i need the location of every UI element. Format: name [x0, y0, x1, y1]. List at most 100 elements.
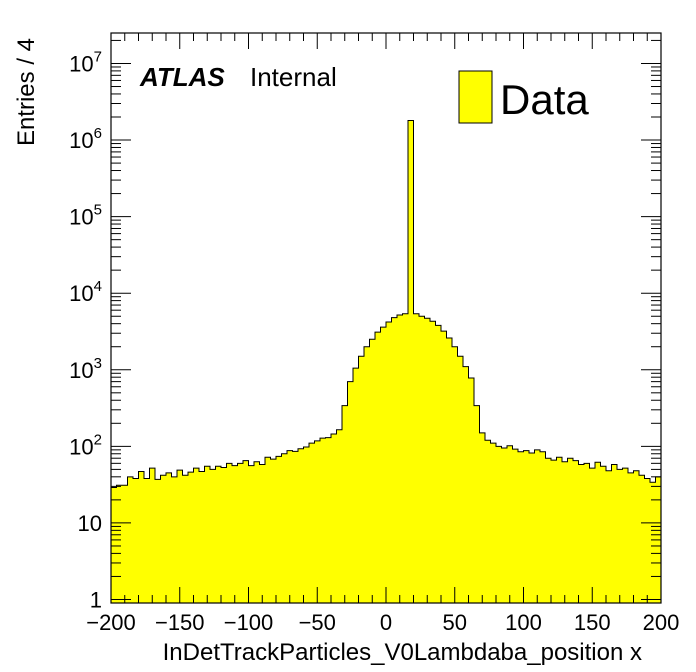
histogram-bar — [171, 476, 178, 603]
y-tick-label: 103 — [69, 355, 102, 383]
histogram-bar — [628, 472, 634, 603]
histogram-bar — [611, 464, 618, 603]
histogram-bar — [127, 476, 134, 603]
histogram-bar — [188, 472, 194, 603]
y-tick-label: 104 — [69, 278, 102, 306]
histogram-bar — [408, 120, 414, 604]
histogram-bar — [595, 462, 601, 603]
histogram-bar — [551, 460, 557, 603]
histogram-bar — [281, 453, 288, 603]
legend-label-data: Data — [500, 76, 589, 123]
histogram-bar — [155, 479, 161, 603]
histogram-bar — [622, 468, 629, 603]
histogram-bar — [606, 470, 612, 603]
histogram-bar — [380, 327, 387, 603]
histogram-bar — [166, 472, 172, 603]
histogram-bar — [446, 337, 453, 603]
histogram-bar — [237, 463, 244, 603]
histogram-bar — [441, 331, 447, 603]
histogram-bar — [529, 452, 535, 603]
histogram-bar — [424, 318, 431, 603]
y-tick-label: 105 — [69, 202, 102, 230]
x-tick-label: 200 — [643, 610, 680, 635]
histogram-bar — [567, 458, 574, 603]
y-tick-label: 106 — [69, 125, 102, 153]
y-tick-label: 10 — [78, 511, 102, 536]
x-tick-label: −200 — [86, 610, 136, 635]
histogram-bar — [232, 465, 238, 603]
histogram-bar — [584, 463, 590, 603]
histogram-bar — [617, 469, 623, 603]
histogram-bar — [292, 451, 299, 603]
histogram-bar — [419, 316, 425, 603]
histogram-bar — [287, 450, 293, 603]
x-tick-label: 150 — [574, 610, 611, 635]
histogram-bar — [540, 451, 546, 603]
histogram-bar — [358, 356, 365, 603]
histogram-bar — [479, 432, 486, 603]
histogram-bar — [193, 468, 200, 603]
histogram-bar — [633, 470, 640, 603]
histogram-bars — [110, 120, 662, 604]
x-tick-label: −100 — [224, 610, 274, 635]
histogram-bar — [138, 471, 145, 603]
y-tick-label: 102 — [69, 431, 102, 459]
histogram-bar — [133, 478, 139, 603]
histogram-bar — [523, 450, 530, 603]
histogram-bar — [369, 339, 376, 603]
x-tick-label: 100 — [505, 610, 542, 635]
histogram-bar — [243, 460, 249, 603]
atlas-label: ATLAS — [139, 62, 225, 92]
histogram-bar — [325, 437, 332, 603]
y-tick-label: 1 — [90, 587, 102, 612]
histogram-bar — [248, 465, 255, 603]
x-tick-label: 50 — [443, 610, 467, 635]
x-axis-title: InDetTrackParticles_V0Lambdaba_position … — [163, 639, 642, 666]
histogram-bar — [556, 457, 563, 603]
histogram-bar — [353, 368, 359, 603]
histogram-bar — [545, 458, 552, 603]
histogram-bar — [402, 313, 409, 603]
histogram-bar — [314, 440, 321, 603]
histogram-bar — [573, 460, 579, 603]
histogram-bar — [518, 451, 524, 603]
histogram-bar — [210, 469, 216, 603]
histogram-bar — [375, 332, 381, 603]
histogram-bar — [298, 448, 304, 603]
histogram-bar — [496, 446, 502, 603]
histogram-bar — [116, 485, 123, 603]
x-tick-labels: −200 −150 −100 −50 0 50 100 150 200 — [86, 610, 679, 635]
histogram-bar — [226, 463, 233, 603]
histogram-bar — [342, 405, 348, 603]
histogram-bar — [160, 475, 167, 603]
histogram-bar — [644, 478, 651, 603]
x-tick-label: 0 — [380, 610, 392, 635]
histogram-bar — [452, 346, 458, 603]
histogram-bar — [512, 449, 519, 603]
histogram-bar — [364, 346, 370, 603]
histogram-bar — [177, 470, 183, 603]
histogram-bar — [397, 314, 403, 603]
histogram-bar — [320, 438, 326, 603]
histogram-bar — [254, 461, 260, 603]
histogram-bar — [391, 317, 398, 603]
histogram-bar — [144, 478, 150, 603]
histogram-bar — [111, 487, 117, 603]
x-tick-label: −150 — [155, 610, 205, 635]
histogram-bar — [457, 356, 464, 603]
histogram-bar — [507, 445, 513, 603]
histogram-bar — [468, 378, 475, 603]
histogram-bar — [149, 468, 156, 603]
histogram-bar — [562, 461, 568, 603]
histogram-bar — [199, 471, 205, 603]
histogram-bar — [490, 443, 497, 603]
histogram-bar — [386, 322, 392, 603]
histogram-bar — [501, 448, 508, 603]
histogram-bar — [265, 457, 271, 603]
histogram-bar — [270, 459, 277, 603]
histogram-bar — [485, 440, 491, 603]
histogram-bar — [122, 485, 128, 603]
histogram-bar — [600, 466, 607, 603]
histogram-bar — [474, 405, 480, 603]
histogram-bar — [276, 456, 282, 603]
